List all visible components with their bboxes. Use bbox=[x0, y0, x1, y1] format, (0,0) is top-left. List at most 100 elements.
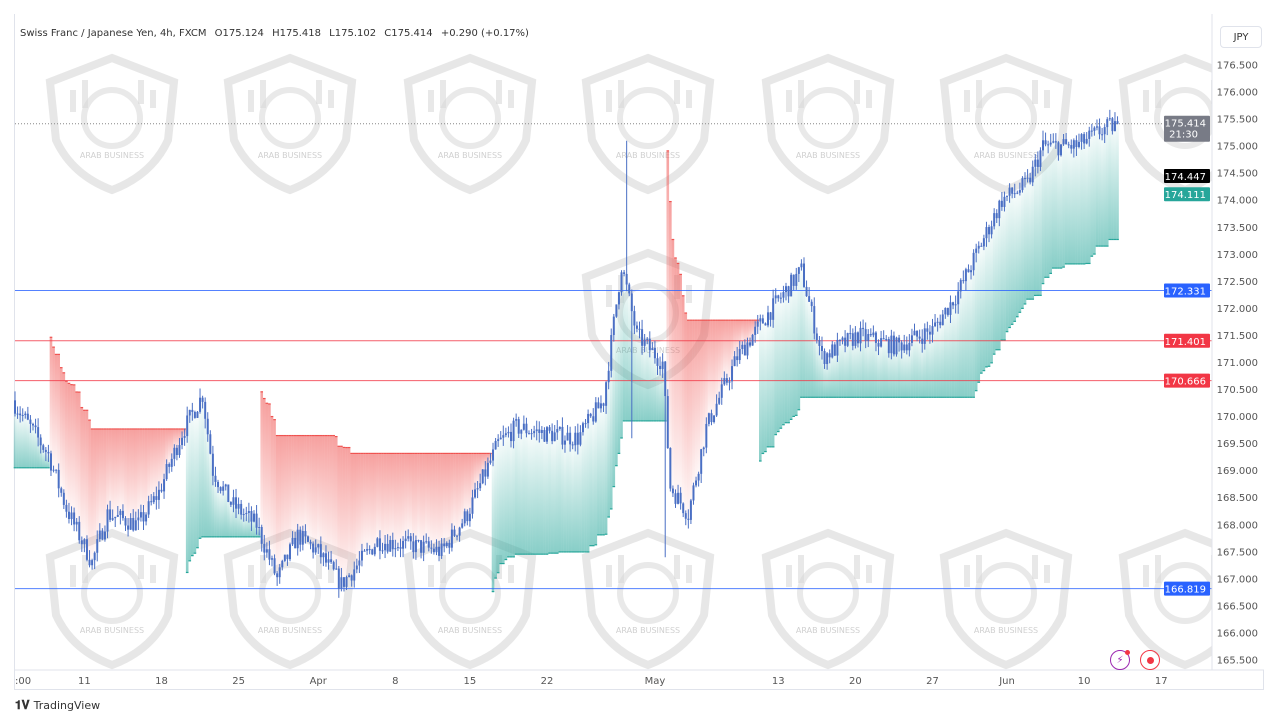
supertrend-fill bbox=[920, 341, 924, 398]
supertrend-fill bbox=[774, 296, 778, 435]
candle-body bbox=[407, 536, 410, 539]
supertrend-fill bbox=[139, 428, 143, 515]
record-icon[interactable] bbox=[1140, 650, 1160, 670]
supertrend-fill bbox=[265, 403, 269, 551]
supertrend-fill bbox=[275, 435, 279, 576]
candle-body bbox=[499, 437, 502, 440]
supertrend-fill bbox=[890, 344, 893, 398]
candle-body bbox=[851, 333, 854, 346]
supertrend-fill bbox=[687, 320, 690, 520]
price-tick-label: 170.000 bbox=[1217, 412, 1258, 423]
watermark-text: ARAB BUSINESS bbox=[258, 626, 322, 635]
candle-body bbox=[980, 245, 983, 247]
price-axis[interactable]: 176.500 176.000 175.500 175.000 174.500 174.0… bbox=[1211, 14, 1264, 670]
supertrend-fill bbox=[926, 330, 929, 398]
symbol-title[interactable]: Swiss Franc / Japanese Yen, 4h, FXCM bbox=[20, 28, 207, 39]
supertrend-fill bbox=[949, 308, 952, 398]
candle-body bbox=[887, 338, 890, 354]
supertrend-fill bbox=[982, 242, 986, 371]
candle-body bbox=[764, 323, 767, 326]
supertrend-fill bbox=[507, 432, 510, 557]
candle-body bbox=[664, 361, 667, 397]
candle-body bbox=[21, 415, 24, 417]
candle-body bbox=[116, 514, 119, 517]
currency-button[interactable]: JPY bbox=[1220, 26, 1262, 48]
candle-body bbox=[479, 483, 482, 489]
supertrend-fill bbox=[810, 303, 813, 398]
candle-body bbox=[635, 325, 638, 329]
candle-body bbox=[62, 492, 65, 505]
candle-body bbox=[1116, 121, 1119, 124]
candle-body bbox=[306, 536, 309, 542]
candle-body bbox=[561, 426, 564, 445]
supertrend-fill bbox=[1018, 191, 1022, 313]
candle-body bbox=[605, 382, 608, 406]
supertrend-fill bbox=[571, 444, 574, 552]
candle-body bbox=[83, 539, 86, 545]
supertrend-fill bbox=[124, 428, 127, 522]
candle-body bbox=[170, 458, 173, 467]
supertrend-fill bbox=[90, 428, 94, 563]
supertrend-fill bbox=[1044, 142, 1047, 278]
supertrend-fill bbox=[666, 150, 670, 423]
candle-body bbox=[612, 316, 615, 336]
supertrend-fill bbox=[419, 453, 423, 547]
tradingview-logo-icon: 𝟏𝐕 bbox=[15, 698, 30, 712]
supertrend-fill bbox=[1005, 196, 1009, 332]
candle-body bbox=[386, 543, 389, 552]
supertrend-fill bbox=[466, 453, 469, 517]
candle-body bbox=[139, 512, 142, 518]
supertrend-fill bbox=[352, 453, 356, 575]
supertrend-fill bbox=[165, 428, 168, 472]
supertrend-fill bbox=[113, 428, 117, 518]
price-tick-label: 169.500 bbox=[1217, 439, 1258, 450]
candle-body bbox=[389, 539, 392, 552]
candle-body bbox=[1072, 140, 1075, 149]
candle-body bbox=[854, 332, 857, 346]
candle-body bbox=[998, 200, 1001, 219]
supertrend-fill bbox=[394, 453, 397, 549]
candle-body bbox=[533, 431, 536, 434]
lightning-icon[interactable]: ⚡ bbox=[1110, 650, 1130, 670]
supertrend-fill bbox=[519, 431, 523, 555]
candle-body bbox=[892, 335, 895, 355]
candle-body bbox=[684, 513, 687, 519]
candle-body bbox=[132, 518, 135, 531]
candle-body bbox=[183, 436, 186, 438]
supertrend-fill bbox=[463, 453, 467, 518]
supertrend-fill bbox=[900, 346, 903, 398]
supertrend-fill bbox=[908, 346, 911, 398]
candle-body bbox=[178, 445, 181, 456]
supertrend-fill bbox=[16, 413, 19, 468]
supertrend-fill bbox=[1077, 144, 1081, 264]
supertrend-fill bbox=[887, 346, 891, 398]
tradingview-footer[interactable]: 𝟏𝐕 TradingView bbox=[15, 698, 100, 713]
candle-body bbox=[229, 502, 232, 505]
candle-body bbox=[31, 423, 34, 426]
candle-body bbox=[150, 501, 153, 503]
candle-body bbox=[1062, 139, 1065, 145]
candle-body bbox=[1000, 200, 1003, 207]
candle-body bbox=[204, 401, 207, 419]
supertrend-fill bbox=[612, 325, 616, 487]
candle-body bbox=[78, 521, 81, 541]
supertrend-fill bbox=[776, 296, 780, 432]
candle-body bbox=[682, 503, 685, 514]
supertrend-fill bbox=[373, 453, 377, 551]
candle-body bbox=[972, 252, 975, 271]
supertrend-fill bbox=[185, 425, 189, 573]
price-tick-label: 172.000 bbox=[1217, 304, 1258, 315]
candle-body bbox=[381, 550, 384, 552]
time-axis[interactable]: :00 11 18 25 Apr 8 15 22 May 13 20 27 Jun 10 17 bbox=[15, 669, 1264, 687]
candle-body bbox=[263, 543, 266, 553]
supertrend-fill bbox=[188, 412, 192, 561]
supertrend-fill bbox=[656, 362, 659, 421]
candle-body bbox=[558, 426, 561, 429]
supertrend-fill bbox=[954, 304, 957, 398]
supertrend-fill bbox=[671, 239, 675, 491]
candle-body bbox=[109, 509, 112, 520]
candle-body bbox=[49, 453, 52, 471]
candle-body bbox=[756, 321, 759, 327]
candle-body bbox=[273, 558, 276, 574]
